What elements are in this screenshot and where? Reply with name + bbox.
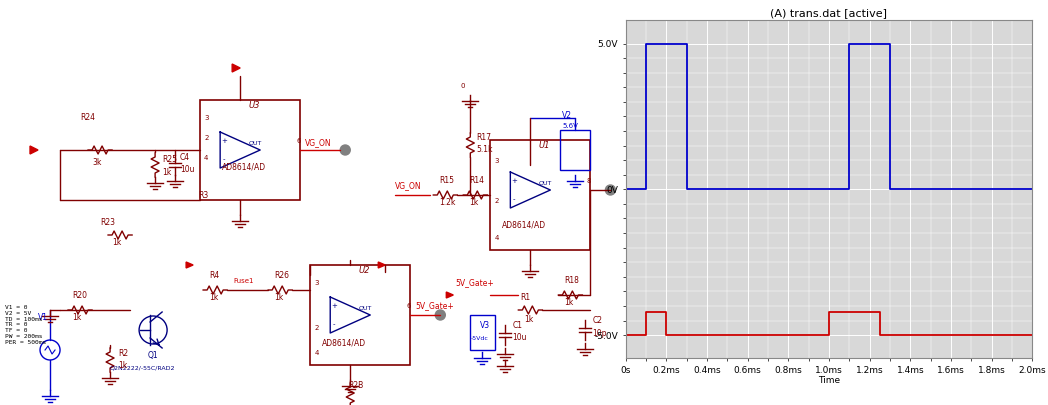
Polygon shape <box>187 262 193 268</box>
Text: -: - <box>514 196 516 202</box>
Text: 5.6V: 5.6V <box>563 123 578 129</box>
Text: 6: 6 <box>407 303 411 309</box>
Text: AD8614/AD: AD8614/AD <box>502 221 546 230</box>
Text: -5Vdc: -5Vdc <box>471 336 488 341</box>
Bar <box>310 265 410 365</box>
Text: U2: U2 <box>358 266 370 275</box>
Text: +: + <box>221 138 227 144</box>
Text: 5.1k: 5.1k <box>477 145 493 154</box>
Text: VG_ON: VG_ON <box>305 138 332 147</box>
Text: 10p: 10p <box>592 329 607 338</box>
Text: V1 = 0
V2 = 5V
TD = 100ms
TR = 0
TF = 0
PW = 200ms
PER = 500ms: V1 = 0 V2 = 5V TD = 100ms TR = 0 TF = 0 … <box>5 305 46 345</box>
Text: AD8614/AD: AD8614/AD <box>322 338 367 347</box>
Text: 1k: 1k <box>162 168 172 177</box>
Text: 4: 4 <box>314 350 319 356</box>
Text: VG_ON: VG_ON <box>395 181 422 190</box>
Text: +: + <box>331 303 337 309</box>
Polygon shape <box>233 64 240 72</box>
Circle shape <box>341 145 350 155</box>
Text: 0: 0 <box>460 83 465 89</box>
Text: 2: 2 <box>314 325 319 331</box>
Text: 1k: 1k <box>470 198 479 207</box>
Text: 3: 3 <box>314 280 319 286</box>
Text: R24: R24 <box>80 113 95 122</box>
Circle shape <box>606 185 615 195</box>
Text: V3: V3 <box>480 321 490 330</box>
Text: 3: 3 <box>495 158 499 164</box>
Text: Fuse1: Fuse1 <box>233 278 254 284</box>
Text: 5V_Gate+: 5V_Gate+ <box>415 301 454 310</box>
Text: Q1: Q1 <box>148 351 158 360</box>
Text: OUT: OUT <box>248 141 262 146</box>
Text: 5V_Gate+: 5V_Gate+ <box>455 278 494 287</box>
Title: (A) trans.dat [active]: (A) trans.dat [active] <box>770 8 888 18</box>
Text: 4: 4 <box>495 235 499 241</box>
Text: 1k: 1k <box>72 313 82 322</box>
Text: 2: 2 <box>495 198 499 204</box>
Text: V1: V1 <box>38 313 48 322</box>
Polygon shape <box>378 262 386 268</box>
Bar <box>200 100 300 200</box>
Text: 6: 6 <box>297 138 301 144</box>
Text: R2B: R2B <box>348 381 364 390</box>
Text: AD8614/AD: AD8614/AD <box>222 163 266 172</box>
Text: Q2N2222/-55C/RAD2: Q2N2222/-55C/RAD2 <box>110 366 176 371</box>
Text: C4: C4 <box>180 153 191 162</box>
Bar <box>471 315 496 350</box>
Circle shape <box>435 310 445 320</box>
Polygon shape <box>446 292 454 298</box>
Bar <box>561 130 590 170</box>
Polygon shape <box>30 146 38 154</box>
Text: 10u: 10u <box>180 165 195 174</box>
Text: R26: R26 <box>275 271 289 280</box>
Text: R15: R15 <box>439 176 454 185</box>
Text: 1k: 1k <box>210 293 218 302</box>
Text: U1: U1 <box>539 141 550 150</box>
Text: 4: 4 <box>204 155 209 161</box>
Text: R1: R1 <box>521 293 530 302</box>
Text: OUT: OUT <box>358 306 372 311</box>
Text: R17: R17 <box>477 133 492 142</box>
Text: 1k: 1k <box>112 238 122 247</box>
Text: 1k: 1k <box>275 293 283 302</box>
Text: R23: R23 <box>100 218 115 227</box>
Text: 2: 2 <box>204 135 209 141</box>
Text: -: - <box>223 156 225 162</box>
Text: 1k: 1k <box>524 315 533 324</box>
Text: R25: R25 <box>162 155 177 164</box>
Text: 10u: 10u <box>512 333 527 342</box>
Text: 3: 3 <box>204 115 209 121</box>
Text: U3: U3 <box>248 101 260 110</box>
Text: 8: 8 <box>587 178 591 184</box>
Text: R2: R2 <box>118 349 128 358</box>
Text: 3k: 3k <box>92 158 102 167</box>
Text: OUT: OUT <box>539 181 551 186</box>
Text: R14: R14 <box>470 176 484 185</box>
Text: V2: V2 <box>563 111 572 120</box>
Text: 1k: 1k <box>565 298 573 307</box>
Text: R4: R4 <box>210 271 219 280</box>
Text: 1k: 1k <box>118 361 127 370</box>
X-axis label: Time: Time <box>817 377 840 386</box>
Text: 1.2k: 1.2k <box>439 198 456 207</box>
Bar <box>490 140 590 250</box>
Text: -: - <box>333 321 335 327</box>
Text: R18: R18 <box>565 276 580 285</box>
Text: C1: C1 <box>512 321 522 330</box>
Text: R3: R3 <box>198 191 209 200</box>
Text: R20: R20 <box>72 291 87 300</box>
Text: +: + <box>511 178 518 184</box>
Text: C2: C2 <box>592 316 603 325</box>
